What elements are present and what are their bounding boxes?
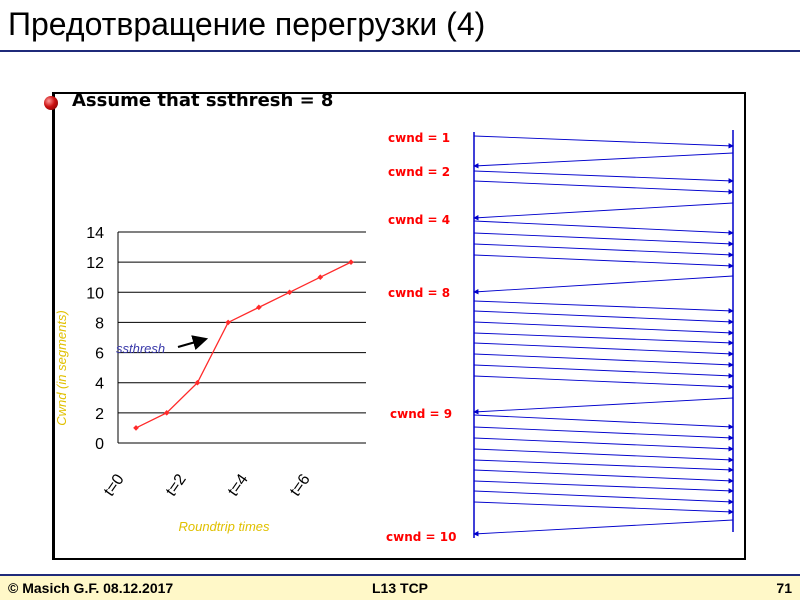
chart-points [133,259,354,431]
bullet-text: Assume that ssthresh = 8 [72,90,334,111]
data-segment-arrow [473,342,734,357]
data-segment-arrow [473,135,734,149]
y-tick-label: 12 [86,255,104,272]
x-tick-label: t=2 [163,471,190,499]
chart-x-tick-labels: t=0 t=2 t=4 t=6 [101,471,314,499]
data-point [133,425,139,431]
y-tick-label: 8 [95,315,104,332]
data-point [348,259,354,265]
data-point [286,289,293,296]
data-segment-arrow [473,501,734,515]
sequence-diagram: cwnd = 1 cwnd = 2 cwnd = 4 cwnd = 8 cwnd = 9… [386,130,734,544]
data-segment-arrow [473,448,734,463]
cwnd-label: cwnd = 9 [390,407,452,421]
x-tick-label: t=0 [101,471,128,499]
footer-page-number: 71 [776,580,792,596]
y-tick-label: 0 [95,436,104,453]
data-segment-arrow [473,426,734,441]
ack-arrow [473,519,734,537]
cwnd-chart: 0 2 4 6 8 10 12 14 t=0 t=2 t=4 t=6 Cwnd (in segmen… [54,225,366,534]
cwnd-label: cwnd = 8 [388,286,450,300]
data-segment-arrow [473,310,734,325]
footer-author: © Masich G.F. 08.12.2017 [8,580,174,596]
data-segment-arrow [473,490,734,505]
bullet-icon [44,96,58,110]
data-segment-arrow [473,469,734,484]
y-tick-label: 6 [95,346,104,363]
segment-arrows [473,135,734,537]
data-point [256,304,262,311]
chart-x-axis-label: Roundtrip times [178,519,270,534]
data-segment-arrow [473,220,734,236]
series-line [135,261,352,429]
data-point [163,410,170,416]
data-segment-arrow [473,414,734,430]
chart-y-tick-labels: 0 2 4 6 8 10 12 14 [86,225,104,453]
x-tick-label: t=6 [287,471,314,499]
data-point [225,319,231,326]
cwnd-label: cwnd = 1 [388,131,450,145]
data-point [317,274,324,281]
ack-arrow [473,275,734,295]
data-segment-arrow [473,254,734,269]
chart-grid [117,231,366,444]
data-segment-arrow [473,180,734,195]
data-segment-arrow [473,332,734,346]
ack-arrow [473,202,734,221]
ssthresh-label: ssthresh [116,341,165,356]
data-segment-arrow [473,353,734,368]
cwnd-label: cwnd = 10 [386,530,456,544]
footer-bar [0,574,800,600]
data-segment-arrow [473,170,734,184]
data-segment-arrow [473,232,734,247]
data-segment-arrow [473,480,734,494]
x-tick-label: t=4 [225,471,252,499]
title-rule [0,50,800,52]
y-tick-label: 10 [86,285,104,302]
footer-lecture: L13 TCP [372,580,429,596]
data-segment-arrow [473,437,734,452]
content-frame [52,92,746,560]
data-segment-arrow [473,459,734,473]
data-segment-arrow [473,243,734,258]
data-point [194,379,201,386]
ack-arrow [473,152,734,169]
ack-arrow [473,397,734,415]
ssthresh-arrow [177,335,209,351]
chart-annotation: ssthresh [116,335,209,356]
y-tick-label: 14 [86,225,104,242]
data-segment-arrow [473,364,734,379]
chart-series-line [135,261,352,429]
slide-title: Предотвращение перегрузки (4) [8,6,486,42]
cwnd-label: cwnd = 2 [388,165,450,179]
cwnd-labels: cwnd = 1 cwnd = 2 cwnd = 4 cwnd = 8 cwnd = 9… [386,131,456,544]
data-segment-arrow [473,375,734,390]
cwnd-label: cwnd = 4 [388,213,450,227]
data-segment-arrow [473,321,734,336]
data-segment-arrow [473,300,734,314]
y-tick-label: 4 [95,376,104,393]
footer-rule [0,574,800,576]
chart-y-axis-label: Cwnd (in segments) [54,310,69,426]
y-tick-label: 2 [95,406,104,423]
